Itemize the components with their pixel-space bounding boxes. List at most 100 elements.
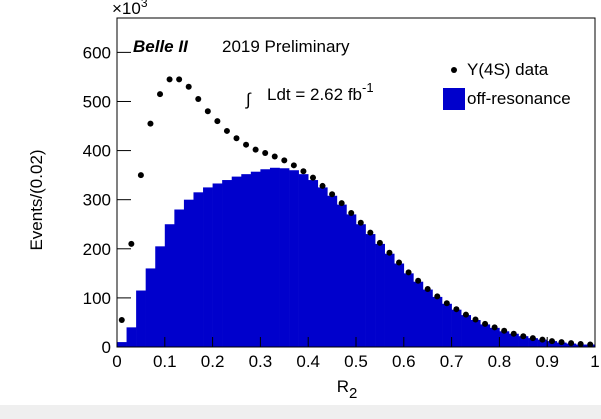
histogram-bar <box>528 338 538 347</box>
y-axis-label: Events/(0.02) <box>27 149 46 250</box>
histogram-bar <box>174 209 185 347</box>
data-point <box>128 240 135 247</box>
data-point <box>367 229 374 236</box>
histogram-bar <box>298 174 309 347</box>
histogram-bar <box>356 224 366 347</box>
x-tick-label: 0.5 <box>344 352 368 371</box>
data-point <box>548 338 555 345</box>
data-point <box>300 168 307 175</box>
histogram-bar <box>279 168 290 347</box>
data-point <box>434 293 441 300</box>
histogram-bar <box>470 319 481 347</box>
histogram-bar <box>403 273 414 347</box>
data-point <box>329 191 336 198</box>
histogram-bar <box>126 327 137 347</box>
data-point <box>147 120 154 127</box>
data-point <box>252 146 259 153</box>
data-point <box>262 150 269 157</box>
data-point <box>558 339 565 346</box>
y-tick-label: 200 <box>83 240 111 259</box>
histogram-bar <box>480 324 491 347</box>
histogram-bar <box>518 336 529 347</box>
histogram-bar <box>136 290 146 347</box>
histogram-bar <box>212 183 223 347</box>
y-tick-label: 500 <box>83 92 111 111</box>
data-point <box>157 91 164 98</box>
luminosity-exponent: -1 <box>362 80 374 95</box>
x-tick-label: 0.8 <box>488 352 512 371</box>
histogram-bar <box>375 243 385 347</box>
data-point <box>453 306 460 313</box>
data-point <box>223 127 230 134</box>
data-point <box>510 330 517 337</box>
histogram-bar <box>537 339 548 347</box>
chart-title: Belle II <box>133 37 189 56</box>
histogram-bar <box>203 187 213 347</box>
data-point <box>405 269 412 276</box>
data-point <box>118 316 125 323</box>
data-point <box>357 219 364 226</box>
histogram-bar <box>489 327 500 347</box>
y-tick-label: 400 <box>83 142 111 161</box>
data-point <box>386 249 393 256</box>
data-point <box>214 118 221 125</box>
histogram-bar <box>346 214 357 347</box>
histogram-bar <box>269 167 280 347</box>
x-axis-label: R2 <box>337 377 358 402</box>
data-point <box>233 135 240 142</box>
histogram-bar <box>145 268 156 347</box>
histogram-bar <box>432 296 443 347</box>
x-tick-label: 0.7 <box>440 352 464 371</box>
histogram-bar <box>308 180 319 347</box>
histogram-bar <box>499 331 510 347</box>
data-point <box>539 336 546 343</box>
histogram-bar <box>327 195 338 347</box>
histogram-bar <box>193 192 204 347</box>
bottom-strip <box>0 405 601 419</box>
x-tick-label: 0 <box>112 352 121 371</box>
data-point <box>568 340 575 347</box>
data-point <box>491 324 498 331</box>
x-tick-label: 0.3 <box>249 352 273 371</box>
data-point <box>587 341 594 348</box>
histogram-bar <box>442 303 452 347</box>
legend-label: Υ(4S) data <box>467 60 549 79</box>
x-tick-label: 1 <box>590 352 599 371</box>
data-point <box>482 320 489 327</box>
data-point <box>376 239 383 246</box>
histogram-bar <box>422 289 433 347</box>
histogram-bar <box>241 174 252 347</box>
histogram-bar <box>164 224 175 347</box>
integral-sign: ∫ <box>245 90 252 109</box>
histogram-bar <box>231 176 242 347</box>
histogram-bar <box>117 342 127 347</box>
data-point <box>424 286 431 293</box>
luminosity-text: Ldt = 2.62 fb <box>267 85 362 104</box>
x-label-text: R <box>337 377 349 396</box>
y-tick-label: 600 <box>83 43 111 62</box>
data-point <box>290 162 297 169</box>
histogram-bar <box>183 199 194 347</box>
histogram-bar <box>394 263 405 347</box>
histogram-bar <box>384 253 395 347</box>
histogram-bar <box>289 170 299 347</box>
histogram-bar <box>365 234 376 347</box>
x-tick-label: 0.6 <box>392 352 416 371</box>
legend-label: off-resonance <box>467 89 571 108</box>
data-point <box>137 172 144 179</box>
data-point <box>443 300 450 307</box>
data-point <box>348 209 355 216</box>
histogram-bar <box>413 281 424 347</box>
histogram-bar <box>155 246 166 347</box>
data-point <box>520 333 527 340</box>
data-point <box>472 316 479 323</box>
histogram-bar <box>336 204 347 347</box>
data-point <box>166 76 173 83</box>
data-point <box>415 277 422 284</box>
data-point <box>195 96 202 103</box>
chart-subtitle: 2019 Preliminary <box>222 37 350 56</box>
histogram-bar <box>508 333 519 347</box>
data-point <box>577 341 584 348</box>
data-point <box>529 335 536 342</box>
